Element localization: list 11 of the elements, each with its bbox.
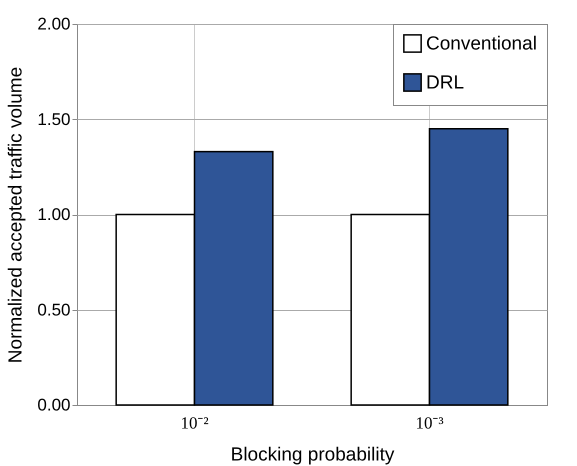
y-tick-label: 1.50 (37, 110, 70, 129)
y-tick-label: 2.00 (37, 14, 70, 34)
y-tick-label: 0.50 (37, 300, 70, 320)
legend-label: DRL (426, 72, 464, 94)
x-tick-label: 10⁻² (180, 414, 209, 432)
y-axis-title: Normalized accepted traffic volume (5, 66, 26, 364)
y-tick-label: 0.00 (37, 396, 70, 414)
legend-label: Conventional (426, 34, 537, 54)
x-tick-label: 10⁻³ (415, 414, 444, 432)
y-tick-label: 1.00 (37, 205, 70, 224)
x-axis-title: Blocking probability (230, 444, 395, 466)
